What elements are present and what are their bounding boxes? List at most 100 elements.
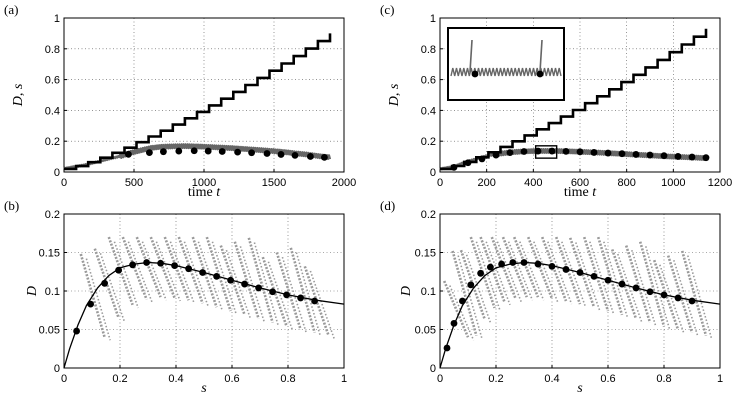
scatter-streak (295, 252, 321, 336)
x-tick-label: 0.2 (112, 373, 127, 385)
data-point (87, 300, 94, 308)
x-axis-label-var: t (216, 185, 221, 200)
panel-label: (a) (4, 2, 18, 17)
scatter-streak (666, 255, 694, 333)
y-axis-label: D, s (387, 83, 402, 107)
scatter-streak (267, 261, 293, 330)
x-tick-label: 2000 (332, 177, 356, 189)
data-point (283, 291, 290, 299)
y-tick-label: 1 (54, 13, 60, 25)
x-tick-label: 0.6 (224, 373, 239, 385)
plot-frame (63, 213, 345, 369)
scatter-streak (575, 242, 601, 311)
plot-frame (63, 17, 345, 173)
y-tick-label: 0.4 (421, 105, 436, 117)
x-tick-label: 0.8 (656, 373, 671, 385)
data-point (632, 284, 640, 292)
x-tick-label: 0 (437, 373, 443, 385)
data-point (157, 259, 165, 267)
inset-panel (447, 27, 565, 101)
scatter-streak (451, 250, 478, 337)
scatter-streak (127, 241, 153, 303)
scatter-streak (239, 246, 265, 323)
y-tick-label: 0.8 (421, 44, 436, 56)
y-tick-label: 0.4 (45, 105, 60, 117)
scatter-streak (507, 241, 534, 301)
y-tick-label: 1 (430, 13, 436, 25)
plot-frame (439, 17, 721, 173)
x-tick-label: 0.2 (488, 373, 503, 385)
scatter-streak (309, 270, 335, 340)
scatter-streak (526, 236, 554, 300)
data-point (576, 148, 584, 156)
data-point (199, 269, 207, 276)
data-point (307, 153, 314, 160)
y-tick-label: 0 (430, 167, 436, 179)
scatter-streak (197, 241, 223, 311)
data-point (548, 262, 556, 270)
y-tick-label: 0 (430, 363, 436, 375)
data-point (459, 297, 466, 305)
scatter-streak (589, 241, 615, 315)
data-point (190, 147, 198, 155)
data-point (115, 266, 122, 274)
scatter-streak (289, 247, 316, 333)
scatter-streak (163, 236, 190, 301)
data-point (241, 280, 249, 288)
data-point (234, 148, 242, 156)
x-tick-label: 500 (125, 177, 143, 189)
scatter-streak (479, 236, 506, 303)
data-point (618, 280, 626, 288)
data-point (660, 152, 668, 160)
scatter-streak (225, 249, 251, 319)
data-point (269, 288, 276, 296)
panel-c: 0 200 400 600 800 1000 1200 0 0.2 0.4 0.6 0.8 1 (c) D,… (380, 2, 732, 200)
data-point (218, 148, 226, 155)
data-point (255, 284, 262, 292)
scatter-streak (113, 241, 139, 309)
data-point (646, 151, 654, 159)
scatter-streak (247, 237, 274, 323)
data-point (321, 153, 328, 161)
scatter-streak (485, 241, 511, 306)
y-axis-label: D, s (11, 83, 26, 107)
data-point (590, 149, 598, 156)
scatter-streak (490, 236, 517, 300)
scatter-streak (540, 236, 568, 302)
data-point (450, 163, 458, 171)
zoom-box (534, 145, 558, 159)
y-tick-label: 0.2 (421, 136, 436, 148)
data-point (520, 259, 528, 266)
x-tick-label: 1000 (192, 177, 216, 189)
data-point (548, 147, 556, 155)
data-point (464, 159, 472, 167)
scatter-streak (443, 280, 470, 338)
data-point (129, 261, 137, 269)
data-point (674, 294, 682, 302)
inset-spike (469, 39, 473, 73)
x-axis-label: time t (564, 185, 597, 200)
data-point (311, 297, 318, 305)
data-point (492, 151, 500, 159)
data-point (498, 260, 505, 268)
scatter-streak (624, 245, 652, 323)
scatter-streak (275, 252, 302, 330)
scatter-streak (233, 241, 260, 320)
panel-d: 0 0.2 0.4 0.6 0.8 1 0 0.05 0.1 0.15 0.2 (d) Ds (380, 198, 723, 396)
y-tick-label: 0.1 (421, 286, 436, 298)
panel-label: (c) (380, 2, 394, 17)
data-point (506, 149, 514, 156)
panel-label: (b) (4, 198, 19, 213)
data-point (263, 150, 271, 157)
scatter-streak (149, 236, 176, 299)
data-point (146, 149, 153, 156)
y-tick-label: 0.15 (415, 248, 436, 260)
y-tick-label: 0.6 (421, 75, 436, 87)
data-point (604, 149, 612, 157)
data-point (171, 262, 179, 269)
scatter-streak (457, 255, 483, 339)
scatter-streak (596, 236, 624, 316)
y-tick-label: 0.8 (45, 44, 60, 56)
data-point (660, 291, 668, 299)
y-tick-label: 0.05 (39, 325, 60, 337)
